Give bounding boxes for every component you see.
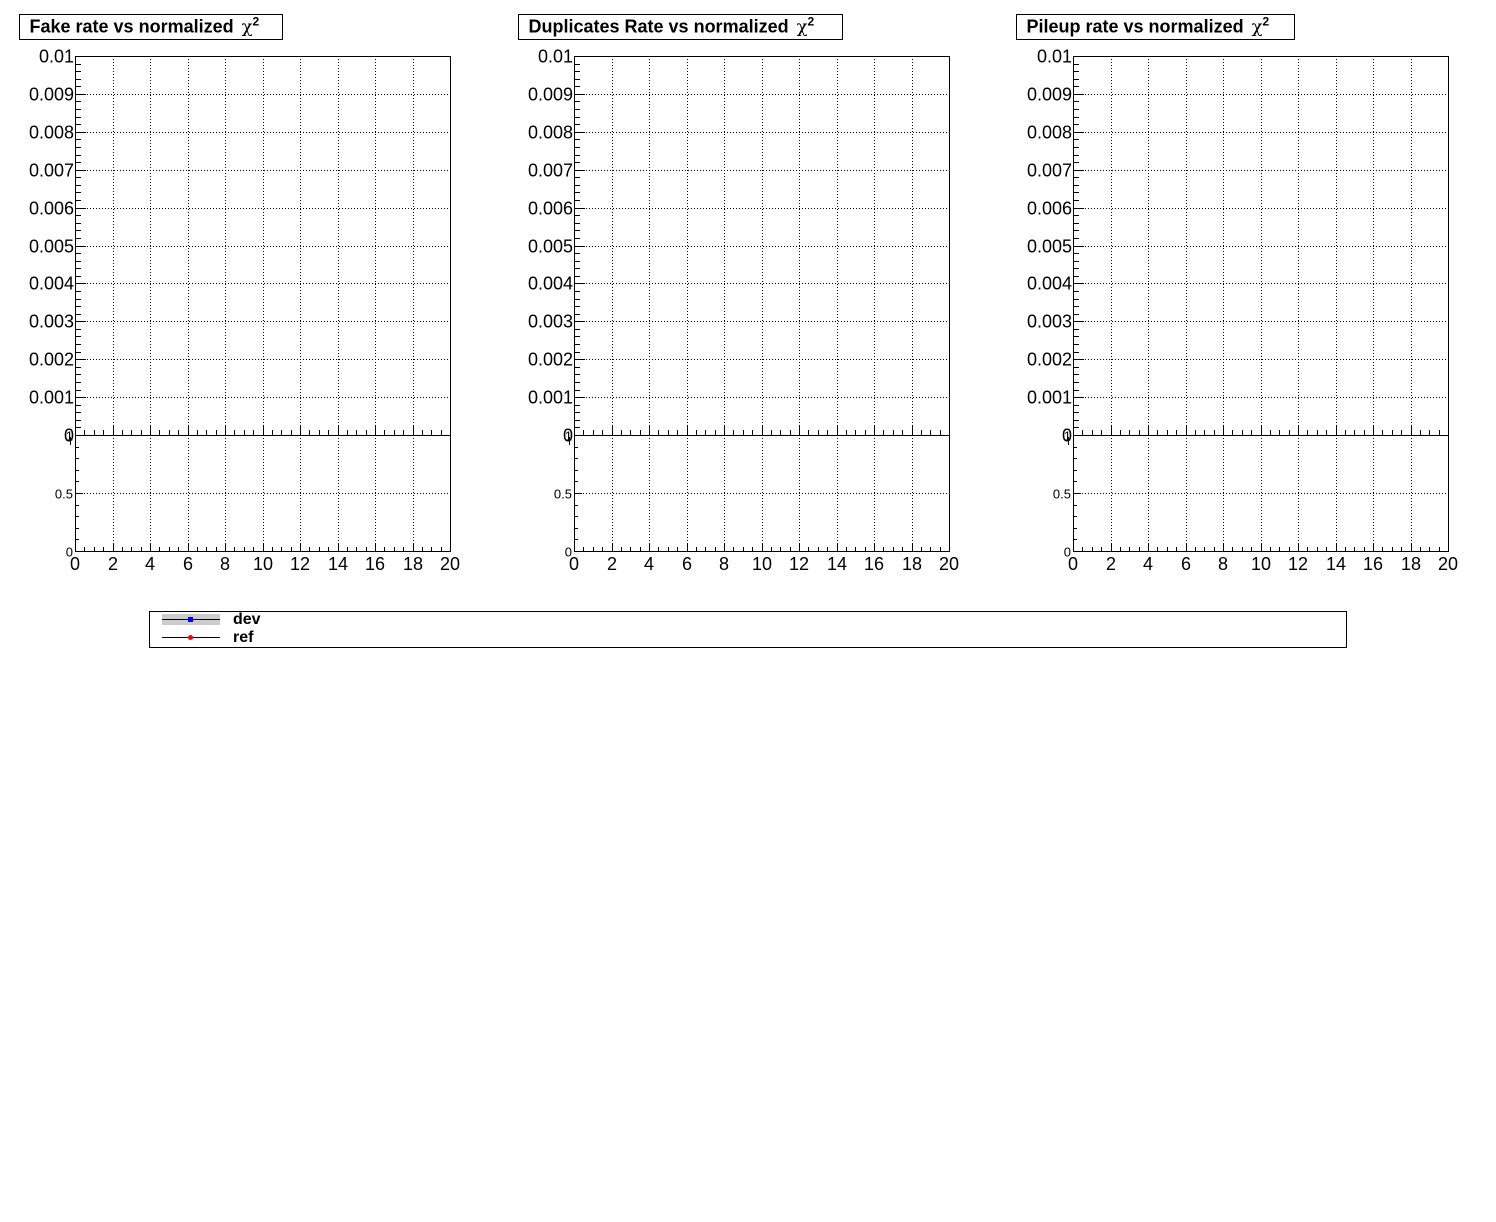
y-tick-label: 0 [563,426,573,446]
y-tick-label: 0.008 [528,123,573,143]
y-tick-label: 0.003 [29,312,74,332]
x-tick-label: 2 [1106,554,1116,574]
y-tick-label: 0.009 [29,85,74,105]
chart-title-box [19,14,283,40]
x-tick-label: 8 [719,554,729,574]
y-tick-label: 0.007 [528,161,573,181]
chart-title-box [518,14,843,40]
x-tick-label: 8 [220,554,230,574]
x-tick-label: 2 [108,554,118,574]
y-tick-label: 0.001 [1027,388,1072,408]
ratio-tick-label: 0 [1064,545,1071,560]
x-tick-label: 20 [939,554,959,574]
y-tick-label: 0.008 [29,123,74,143]
legend-dev-marker [188,617,193,622]
chart-title: Pileup rate vs normalized χ2 [1027,15,1270,38]
y-tick-label: 0.002 [528,350,573,370]
chart-panel-2: Duplicates Rate vs normalized χ2 0 0.001 0.0… [518,14,959,574]
x-tick-label: 10 [752,554,772,574]
y-tick-label: 0.005 [29,237,74,257]
x-tick-label: 6 [682,554,692,574]
y-tick-label: 0.006 [528,199,573,219]
y-tick-label: 0.004 [1027,274,1072,294]
y-tick-label: 0.002 [1027,350,1072,370]
x-tick-label: 18 [403,554,423,574]
y-tick-label: 0.007 [1027,161,1072,181]
x-tick-label: 16 [365,554,385,574]
y-tick-label: 0.003 [528,312,573,332]
x-tick-label: 4 [145,554,155,574]
chart-panel-3: Pileup rate vs normalized χ2 0 0.001 0.002 0.… [1016,14,1458,574]
y-tick-label: 0.001 [528,388,573,408]
y-tick-label: 0 [64,426,74,446]
x-tick-label: 0 [70,554,80,574]
legend-box [149,611,1347,648]
ratio-tick-label: 0.5 [55,487,73,502]
ratio-tick-label: 0.5 [554,487,572,502]
y-tick-label: 0.01 [538,47,573,67]
x-tick-label: 6 [183,554,193,574]
y-tick-label: 0 [1062,426,1072,446]
x-tick-label: 12 [1288,554,1308,574]
y-tick-label: 0.006 [1027,199,1072,219]
legend-dev-label: dev [233,611,261,628]
y-tick-label: 0.008 [1027,123,1072,143]
x-tick-label: 4 [644,554,654,574]
legend: dev ref [149,611,1347,648]
y-tick-label: 0.01 [39,47,74,67]
y-tick-label: 0.009 [1027,85,1072,105]
x-tick-label: 14 [1326,554,1346,574]
x-tick-label: 0 [1068,554,1078,574]
x-tick-label: 10 [1251,554,1271,574]
x-tick-label: 20 [440,554,460,574]
x-tick-label: 12 [789,554,809,574]
x-tick-label: 8 [1218,554,1228,574]
y-tick-label: 0.005 [1027,237,1072,257]
legend-ref-label: ref [233,629,254,646]
x-tick-label: 0 [569,554,579,574]
y-tick-label: 0.005 [528,237,573,257]
chart-title-box [1016,14,1295,40]
x-tick-label: 6 [1181,554,1191,574]
x-tick-label: 2 [607,554,617,574]
x-tick-label: 12 [290,554,310,574]
x-tick-label: 18 [902,554,922,574]
x-tick-label: 20 [1438,554,1458,574]
y-tick-label: 0.002 [29,350,74,370]
chart-title: Fake rate vs normalized χ2 [30,15,260,38]
ratio-tick-label: 0 [66,545,73,560]
y-tick-label: 0.004 [528,274,573,294]
x-tick-label: 4 [1143,554,1153,574]
x-tick-label: 16 [864,554,884,574]
chart-panel-1: Fake rate vs normalized χ2 0 0.001 0.002 0.00… [19,14,460,574]
x-tick-label: 10 [253,554,273,574]
chart-title: Duplicates Rate vs normalized χ2 [529,15,815,38]
y-tick-label: 0.006 [29,199,74,219]
y-tick-label: 0.009 [528,85,573,105]
y-tick-label: 0.003 [1027,312,1072,332]
panels: Fake rate vs normalized χ2 0 0.001 0.002 0.00… [19,14,1458,574]
x-tick-label: 18 [1401,554,1421,574]
ratio-tick-label: 1 [565,429,572,444]
ratio-tick-label: 1 [1064,429,1071,444]
y-tick-label: 0.001 [29,388,74,408]
ratio-tick-label: 0 [565,545,572,560]
ratio-tick-label: 1 [66,429,73,444]
x-tick-label: 16 [1363,554,1383,574]
y-tick-label: 0.01 [1037,47,1072,67]
x-tick-label: 14 [328,554,348,574]
x-tick-label: 14 [827,554,847,574]
y-tick-label: 0.007 [29,161,74,181]
ratio-tick-label: 0.5 [1053,487,1071,502]
legend-ref-marker [188,635,193,640]
y-tick-label: 0.004 [29,274,74,294]
